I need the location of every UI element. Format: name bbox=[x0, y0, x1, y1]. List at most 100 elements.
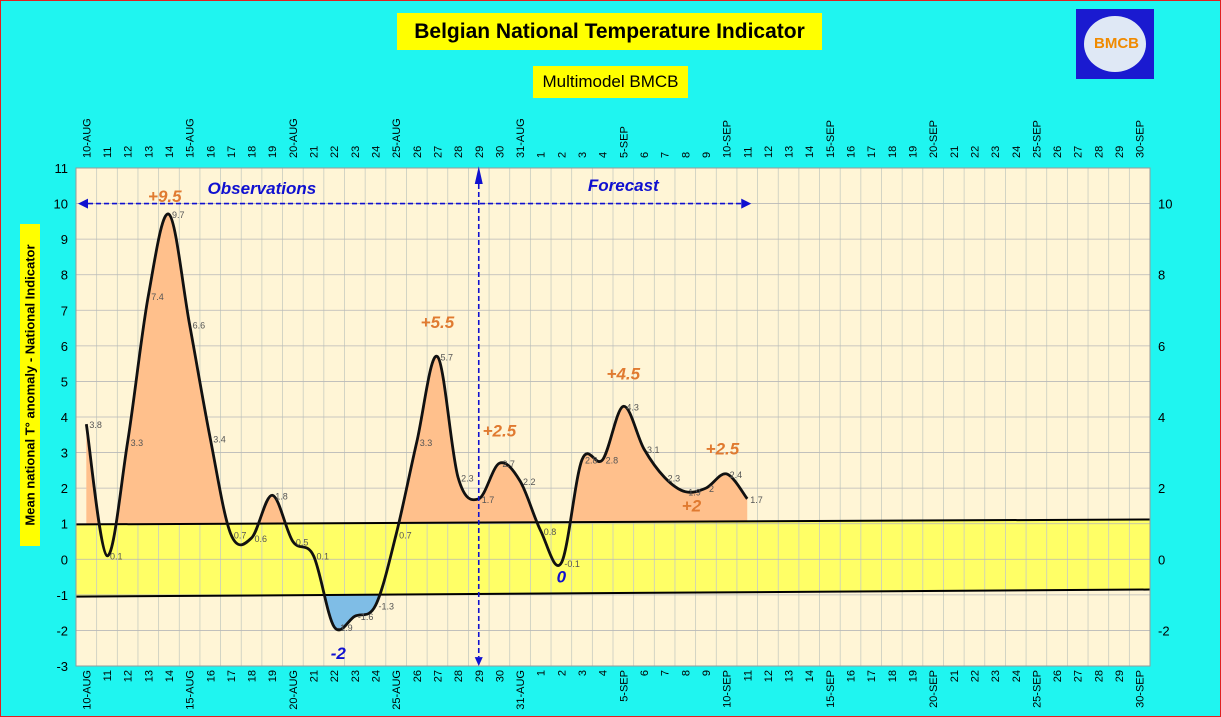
x-tick-label-bottom: 15-AUG bbox=[185, 670, 197, 710]
data-label: 3.3 bbox=[131, 438, 144, 448]
peak-annotation: -2 bbox=[331, 644, 347, 663]
data-label: 9.7 bbox=[172, 210, 185, 220]
y-tick-label-right: 6 bbox=[1158, 339, 1165, 354]
x-tick-label-bottom: 22 bbox=[329, 670, 341, 682]
data-label: 1.7 bbox=[750, 495, 763, 505]
band-upper-line bbox=[75, 518, 1151, 526]
data-label: -1.6 bbox=[358, 612, 374, 622]
x-tick-label-bottom: 25-AUG bbox=[391, 670, 403, 710]
x-tick-label-top: 30 bbox=[494, 146, 506, 158]
data-label: 7.4 bbox=[151, 292, 164, 302]
data-label: 2.4 bbox=[730, 470, 743, 480]
x-tick-label-top: 18 bbox=[887, 146, 899, 158]
y-tick-label-left: 8 bbox=[61, 268, 68, 283]
x-tick-label-top: 24 bbox=[370, 146, 382, 158]
x-tick-label-bottom: 23 bbox=[350, 670, 362, 682]
x-tick-label-bottom: 17 bbox=[866, 670, 878, 682]
y-axis-label: Mean national T° anomaly - National Indi… bbox=[22, 244, 38, 526]
x-tick-label-top: 29 bbox=[1114, 146, 1126, 158]
x-tick-label-top: 12 bbox=[763, 146, 775, 158]
x-tick-label-bottom: 25-SEP bbox=[1031, 670, 1043, 708]
x-tick-label-top: 31-AUG bbox=[515, 118, 527, 158]
data-label: 0.7 bbox=[399, 530, 412, 540]
y-tick-label-left: 7 bbox=[61, 303, 68, 318]
x-tick-label-bottom: 19 bbox=[907, 670, 919, 682]
x-tick-label-top: 16 bbox=[205, 146, 217, 158]
plot-border bbox=[75, 167, 1151, 667]
observations-label: Observations bbox=[208, 179, 317, 198]
period-arrowhead-left bbox=[78, 198, 88, 209]
x-tick-label-top: 21 bbox=[309, 146, 321, 158]
x-tick-label-bottom: 12 bbox=[123, 670, 135, 682]
data-label: 3.1 bbox=[647, 445, 660, 455]
y-tick-label-left: 11 bbox=[55, 161, 69, 176]
x-tick-label-bottom: 14 bbox=[804, 670, 816, 682]
x-tick-label-top: 5-SEP bbox=[618, 126, 630, 158]
x-tick-label-bottom: 24 bbox=[1011, 670, 1023, 682]
x-tick-label-top: 12 bbox=[123, 146, 135, 158]
y-tick-label-left: 2 bbox=[61, 481, 68, 496]
x-tick-label-top: 19 bbox=[267, 146, 279, 158]
x-tick-label-top: 19 bbox=[907, 146, 919, 158]
x-tick-label-bottom: 26 bbox=[412, 670, 424, 682]
y-tick-label-right: 4 bbox=[1158, 410, 1165, 425]
data-label: 0.8 bbox=[544, 527, 557, 537]
x-tick-label-bottom: 27 bbox=[432, 670, 444, 682]
chart-title: Belgian National Temperature Indicator bbox=[397, 13, 822, 50]
x-tick-label-top: 20-AUG bbox=[288, 118, 300, 158]
x-tick-label-top: 11 bbox=[742, 147, 754, 158]
y-tick-label-left: 5 bbox=[61, 374, 68, 389]
x-tick-label-bottom: 29 bbox=[474, 670, 486, 682]
x-tick-label-bottom: 17 bbox=[226, 670, 238, 682]
data-label: -0.1 bbox=[564, 559, 580, 569]
x-tick-label-bottom: 28 bbox=[1093, 670, 1105, 682]
data-label: 3.4 bbox=[213, 434, 226, 444]
x-tick-label-top: 3 bbox=[577, 152, 589, 158]
y-tick-label-left: 10 bbox=[54, 197, 68, 212]
y-tick-label-left: -3 bbox=[56, 659, 68, 674]
x-tick-label-bottom: 22 bbox=[969, 670, 981, 682]
x-tick-label-top: 1 bbox=[536, 152, 548, 158]
peak-annotation: +5.5 bbox=[421, 313, 455, 332]
data-label: 1.8 bbox=[275, 491, 288, 501]
data-label: 0.6 bbox=[255, 534, 268, 544]
x-tick-label-bottom: 29 bbox=[1114, 670, 1126, 682]
x-tick-label-bottom: 5-SEP bbox=[618, 670, 630, 702]
x-tick-label-top: 15-AUG bbox=[185, 118, 197, 158]
x-tick-label-top: 14 bbox=[164, 146, 176, 158]
x-tick-label-bottom: 21 bbox=[949, 670, 961, 682]
x-tick-label-bottom: 11 bbox=[742, 670, 754, 681]
y-tick-label-right: -2 bbox=[1158, 623, 1170, 638]
x-tick-label-top: 14 bbox=[804, 146, 816, 158]
x-tick-label-top: 20-SEP bbox=[928, 120, 940, 158]
data-label: 1.7 bbox=[482, 495, 495, 505]
x-tick-label-top: 11 bbox=[102, 147, 114, 158]
x-tick-label-bottom: 30 bbox=[494, 670, 506, 682]
x-tick-label-top: 6 bbox=[639, 152, 651, 158]
data-label: 1.9 bbox=[688, 488, 701, 498]
data-label: 2.3 bbox=[461, 473, 474, 483]
x-tick-label-top: 26 bbox=[1052, 146, 1064, 158]
y-axis-label-box bbox=[20, 224, 40, 546]
x-tick-label-bottom: 23 bbox=[990, 670, 1002, 682]
x-tick-label-bottom: 20-AUG bbox=[288, 670, 300, 710]
y-tick-label-left: 4 bbox=[61, 410, 68, 425]
x-tick-label-bottom: 20-SEP bbox=[928, 670, 940, 708]
data-label: 3.3 bbox=[420, 438, 433, 448]
peak-annotation: 0 bbox=[557, 567, 567, 586]
x-tick-label-top: 10-SEP bbox=[722, 120, 734, 158]
data-label: -1.3 bbox=[378, 602, 394, 612]
chart-subtitle: Multimodel BMCB bbox=[533, 66, 688, 98]
logo-map-icon bbox=[1084, 16, 1146, 72]
x-tick-label-top: 22 bbox=[969, 146, 981, 158]
x-tick-label-top: 26 bbox=[412, 146, 424, 158]
x-tick-label-top: 29 bbox=[474, 146, 486, 158]
x-tick-label-bottom: 10-SEP bbox=[722, 670, 734, 708]
data-label: 2.8 bbox=[606, 456, 619, 466]
y-tick-label-left: 6 bbox=[61, 339, 68, 354]
data-label: 0.5 bbox=[296, 538, 309, 548]
x-tick-label-top: 24 bbox=[1011, 146, 1023, 158]
x-tick-label-bottom: 3 bbox=[577, 670, 589, 676]
x-tick-label-top: 28 bbox=[1093, 146, 1105, 158]
y-tick-label-left: 3 bbox=[61, 446, 68, 461]
